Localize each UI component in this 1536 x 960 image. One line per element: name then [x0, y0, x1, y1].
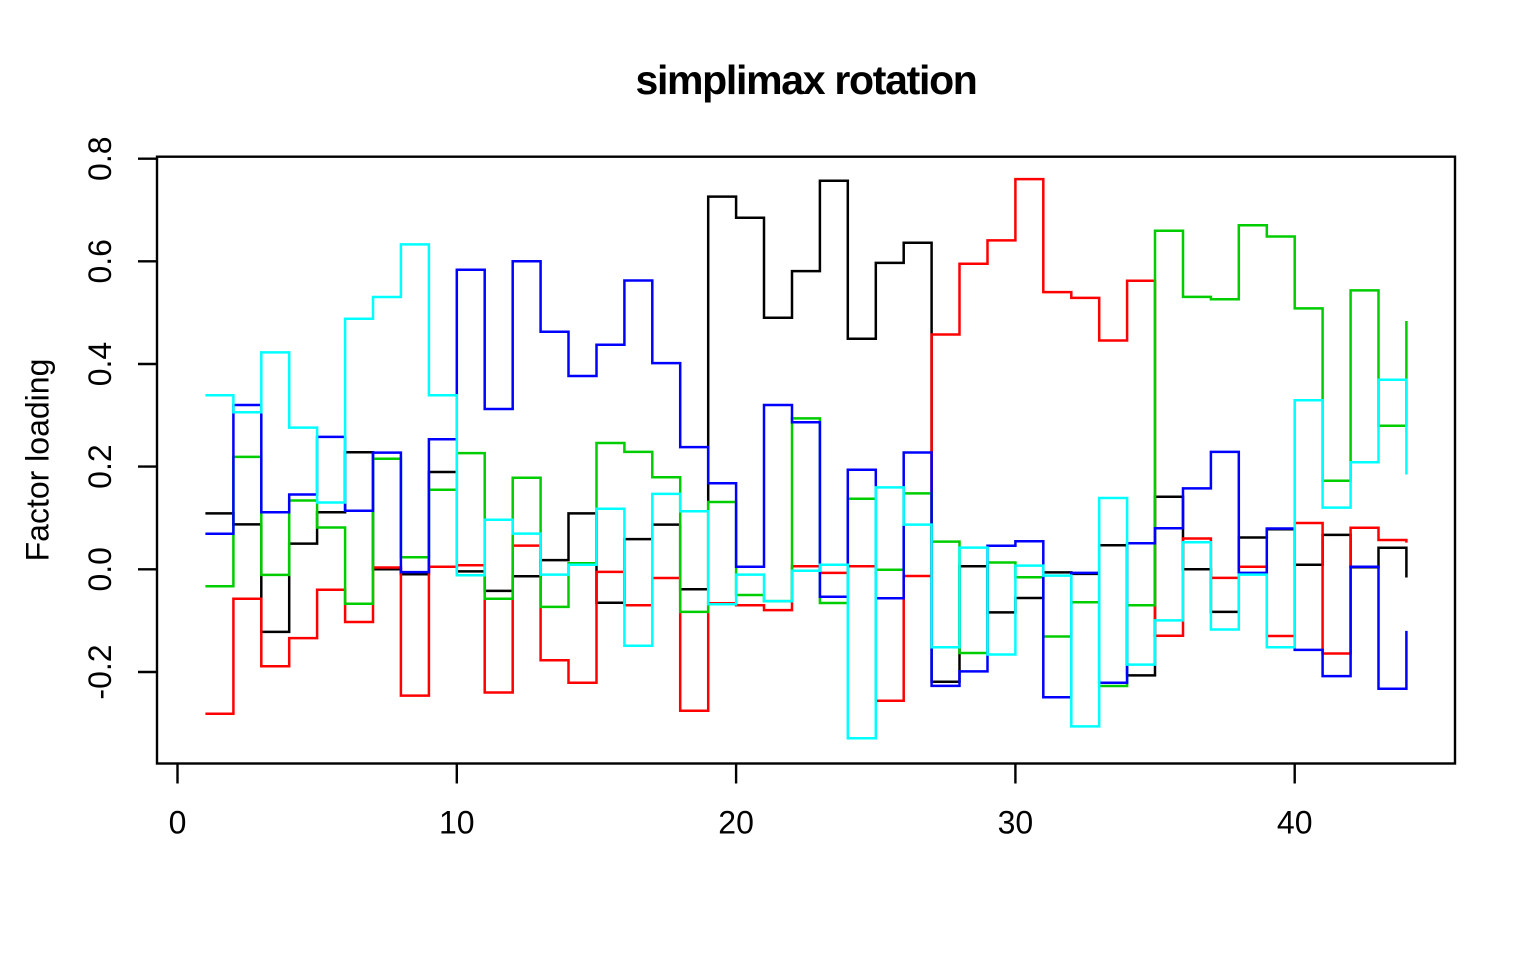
- svg-text:40: 40: [1277, 805, 1313, 841]
- svg-text:0.0: 0.0: [82, 547, 118, 591]
- svg-text:0.4: 0.4: [82, 342, 118, 386]
- svg-text:simplimax rotation: simplimax rotation: [635, 57, 976, 103]
- svg-text:0.6: 0.6: [82, 239, 118, 283]
- svg-text:0: 0: [169, 805, 187, 841]
- svg-text:-0.2: -0.2: [82, 644, 118, 699]
- svg-text:30: 30: [998, 805, 1034, 841]
- svg-text:20: 20: [718, 805, 754, 841]
- svg-text:10: 10: [439, 805, 475, 841]
- svg-text:Factor loading: Factor loading: [20, 359, 56, 562]
- svg-text:0.8: 0.8: [82, 136, 118, 180]
- svg-text:0.2: 0.2: [82, 444, 118, 488]
